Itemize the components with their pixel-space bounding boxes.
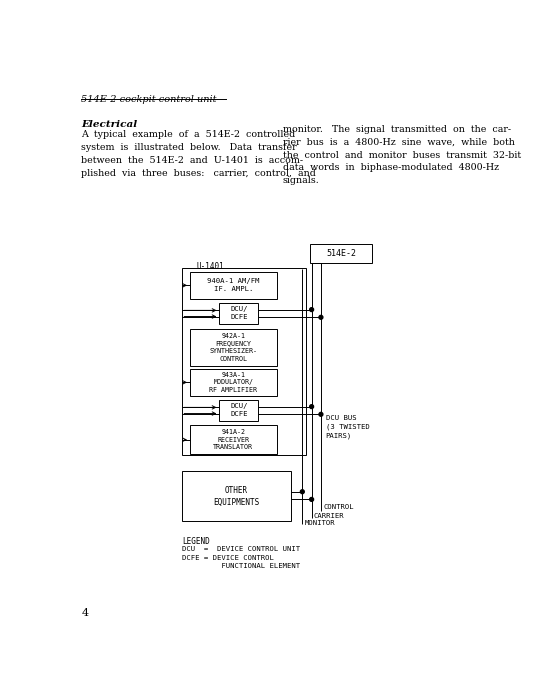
Text: DCU BUS
(3 TWISTED
PAIRS): DCU BUS (3 TWISTED PAIRS) (326, 415, 369, 439)
Text: DCU  =  DEVICE CONTROL UNIT
DCFE = DEVICE CONTROL
         FUNCTIONAL ELEMENT: DCU = DEVICE CONTROL UNIT DCFE = DEVICE … (182, 546, 300, 569)
Circle shape (309, 308, 314, 312)
Bar (190, 329, 277, 366)
Bar (190, 272, 277, 299)
Text: CARRIER: CARRIER (314, 513, 345, 519)
Text: DCU/
DCFE: DCU/ DCFE (230, 403, 247, 417)
Circle shape (319, 412, 323, 416)
Bar (190, 425, 277, 454)
Text: OTHER
EQUIPMENTS: OTHER EQUIPMENTS (213, 486, 260, 507)
Text: 514E-2: 514E-2 (326, 249, 356, 258)
Bar (182, 268, 306, 455)
Text: Electrical: Electrical (82, 120, 138, 130)
Circle shape (319, 316, 323, 319)
Circle shape (300, 490, 304, 493)
Text: monitor.   The  signal  transmitted  on  the  car-
rier  bus  is  a  4800-Hz  si: monitor. The signal transmitted on the c… (283, 125, 521, 186)
Text: MONITOR: MONITOR (305, 520, 335, 526)
Text: 943A-1
MODULATOR/
RF AMPLIFIER: 943A-1 MODULATOR/ RF AMPLIFIER (210, 372, 258, 393)
Text: DCU/
DCFE: DCU/ DCFE (230, 307, 247, 321)
Bar (219, 400, 258, 421)
Text: CONTROL: CONTROL (323, 504, 354, 510)
Bar (310, 244, 372, 262)
Text: 514E-2 cockpit control unit: 514E-2 cockpit control unit (82, 94, 217, 104)
Text: U-1401: U-1401 (196, 262, 224, 271)
Bar (219, 302, 258, 324)
Text: 942A-1
FREQUENCY
SYNTHESIZER-
CONTROL: 942A-1 FREQUENCY SYNTHESIZER- CONTROL (210, 332, 258, 362)
Text: LEGEND: LEGEND (182, 537, 210, 546)
Text: 940A-1 AM/FM
IF. AMPL.: 940A-1 AM/FM IF. AMPL. (207, 279, 260, 293)
Bar (182, 471, 291, 522)
Text: A  typical  example  of  a  514E-2  controlled
system  is  illustrated  below.  : A typical example of a 514E-2 controlled… (82, 130, 316, 178)
Text: 4: 4 (82, 608, 89, 617)
Circle shape (309, 498, 314, 501)
Circle shape (309, 405, 314, 409)
Text: 941A-2
RECEIVER
TRANSLATOR: 941A-2 RECEIVER TRANSLATOR (213, 429, 253, 451)
Bar (190, 369, 277, 396)
